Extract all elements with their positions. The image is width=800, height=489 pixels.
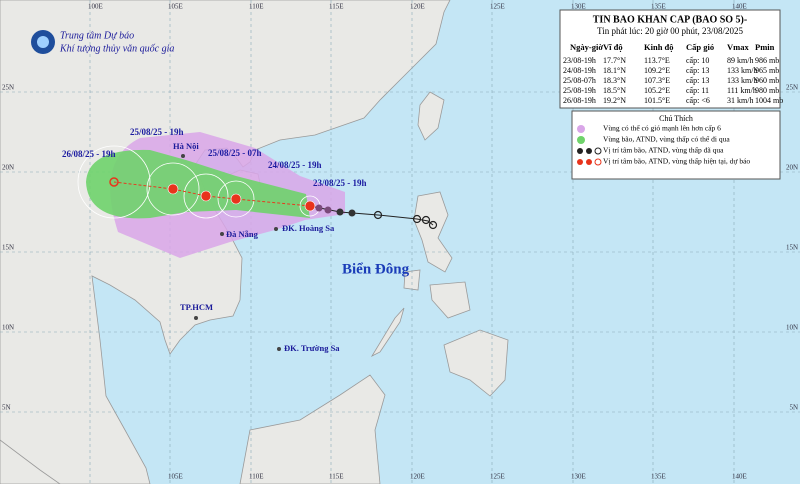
lon-label: 140E — [732, 3, 747, 11]
place-label: Đà Nẵng — [226, 229, 259, 239]
lat-label: 20N — [2, 164, 14, 172]
table-cell: 101.5°E — [644, 96, 670, 105]
table-cell: cấp: 13 — [686, 76, 709, 85]
lon-label: 100E — [88, 3, 103, 11]
legend-title: Chú Thích — [659, 114, 693, 123]
table-cell: 18.3°N — [603, 76, 626, 85]
table-cell: 31 km/h — [727, 96, 753, 105]
track-label: 24/08/25 - 19h — [268, 160, 322, 170]
track-label: 25/08/25 - 07h — [208, 148, 262, 158]
table-cell: 965 mb — [755, 66, 779, 75]
table-header: Vmax — [727, 42, 749, 52]
agency-name: Trung tâm Dự báo — [60, 30, 134, 41]
table-cell: 960 mb — [755, 76, 779, 85]
table-cell: 113.7°E — [644, 56, 670, 65]
legend-box — [571, 110, 781, 180]
lon-label: 115E — [329, 3, 344, 11]
table-cell: 986 mb — [755, 56, 779, 65]
lon-label: 130E — [571, 473, 586, 481]
table-cell: 25/08-19h — [563, 86, 596, 95]
bulletin-box — [559, 9, 781, 109]
lat-label: 10N — [2, 324, 14, 332]
legend-swatch — [577, 136, 585, 144]
lat-label: 15N — [786, 244, 798, 252]
table-cell: 23/08-19h — [563, 56, 596, 65]
table-cell: cấp: 10 — [686, 56, 709, 65]
past-positions — [373, 210, 438, 230]
table-cell: 1004 mb — [755, 96, 783, 105]
table-cell: 111 km/h — [727, 86, 757, 95]
place-dots — [181, 154, 281, 351]
track-label: 25/08/25 - 19h — [130, 127, 184, 137]
logo — [31, 30, 55, 54]
legend-item: Vị trí tâm bão, ATND, vùng thấp đã qua — [603, 146, 724, 155]
table-header: Pmin — [755, 42, 775, 52]
lon-label: 110E — [249, 473, 264, 481]
table-cell: cấp: 13 — [686, 66, 709, 75]
table-cell: 109.2°E — [644, 66, 670, 75]
lat-label: 25N — [786, 84, 798, 92]
legend-swatch — [577, 147, 602, 155]
table-cell: cấp: 11 — [686, 86, 709, 95]
table-cell: 107.3°E — [644, 76, 670, 85]
place-label: TP.HCM — [180, 302, 213, 312]
place-label: ĐK. Hoàng Sa — [282, 223, 335, 233]
lon-label: 120E — [410, 3, 425, 11]
table-cell: 18.5°N — [603, 86, 626, 95]
table-header: Vĩ độ — [603, 42, 623, 52]
table-cell: 26/08-19h — [563, 96, 596, 105]
table-cell: 105.2°E — [644, 86, 670, 95]
lon-label: 115E — [329, 473, 344, 481]
forecast-storm-symbols — [109, 177, 316, 212]
lat-label: 20N — [786, 164, 798, 172]
track-label: 23/08/25 - 19h — [313, 178, 367, 188]
lon-label: 105E — [168, 473, 183, 481]
track-label: 26/08/25 - 19h — [62, 149, 116, 159]
lat-label: 25N — [2, 84, 14, 92]
lon-label: 135E — [651, 3, 666, 11]
legend-item: Vùng có thể có gió mạnh lên hơn cấp 6 — [603, 124, 721, 133]
past-storm-symbols — [315, 204, 356, 217]
place-label: Hà Nội — [173, 141, 199, 151]
legend-item: Vị trí tâm bão, ATND, vùng thấp hiện tại… — [603, 157, 750, 166]
table-header: Ngày-giờ — [570, 42, 603, 52]
lon-label: 120E — [410, 473, 425, 481]
lon-label: 130E — [571, 3, 586, 11]
bulletin-issued: Tin phát lúc: 20 giờ 00 phút, 23/08/2025 — [597, 26, 743, 36]
table-header: Kinh độ — [644, 42, 674, 52]
lon-label: 140E — [732, 473, 747, 481]
agency-subname: Khí tượng thủy văn quốc gia — [59, 43, 174, 54]
place-label: ĐK. Trường Sa — [284, 343, 340, 353]
table-cell: 133 km/h — [727, 66, 757, 75]
bulletin-title: TIN BAO KHAN CAP (BAO SO 5)- — [593, 14, 747, 25]
table-cell: 980 mb — [755, 86, 779, 95]
forecast-circles — [77, 145, 321, 219]
lat-label: 5N — [789, 404, 798, 412]
table-cell: 24/08-19h — [563, 66, 596, 75]
table-header: Cấp gió — [686, 42, 714, 52]
table-cell: 25/08-07h — [563, 76, 596, 85]
table-cell: 89 km/h — [727, 56, 753, 65]
table-cell: 18.1°N — [603, 66, 626, 75]
legend-swatch — [577, 125, 585, 133]
lat-label: 15N — [2, 244, 14, 252]
lon-label: 105E — [168, 3, 183, 11]
lat-label: 10N — [786, 324, 798, 332]
legend-item: Vùng bão, ATND, vùng thấp có thể đi qua — [603, 135, 730, 144]
lon-label: 135E — [651, 473, 666, 481]
lon-label: 125E — [490, 473, 505, 481]
lon-label: 110E — [249, 3, 264, 11]
table-cell: cấp: <6 — [686, 96, 710, 105]
lon-label: 125E — [490, 3, 505, 11]
table-cell: 133 km/h — [727, 76, 757, 85]
table-cell: 17.7°N — [603, 56, 626, 65]
sea-name: Biển Đông — [342, 261, 410, 277]
table-cell: 19.2°N — [603, 96, 626, 105]
legend-swatch — [577, 158, 602, 166]
lat-label: 5N — [2, 404, 11, 412]
